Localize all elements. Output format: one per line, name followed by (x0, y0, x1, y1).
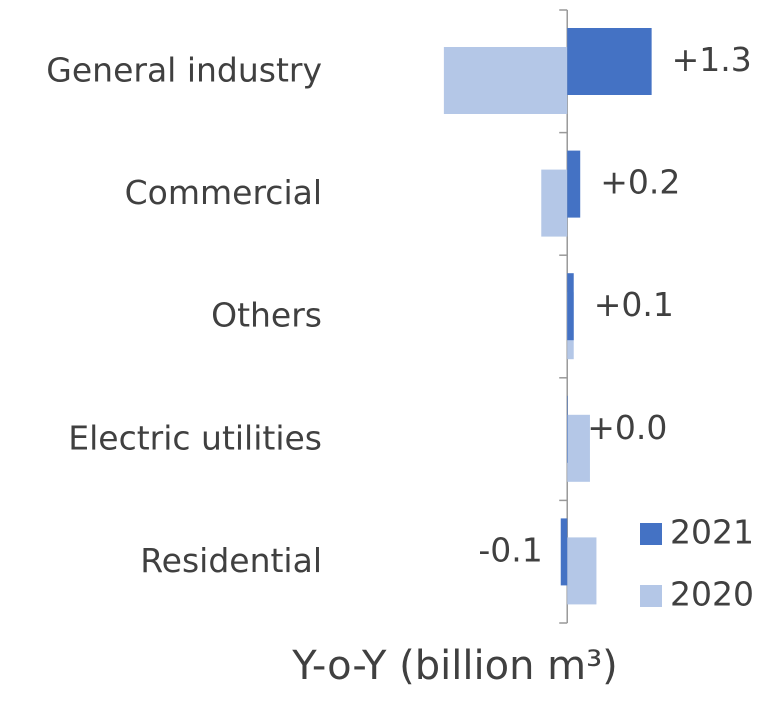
data-label: -0.1 (478, 530, 542, 569)
bar (567, 537, 597, 605)
y-tick-label: Others (211, 296, 322, 335)
y-tick-label: Commercial (125, 173, 322, 212)
legend-swatch (640, 523, 662, 545)
bar (567, 395, 568, 463)
x-axis-label: Y-o-Y (billion m³) (291, 643, 618, 689)
data-label: +0.2 (600, 163, 680, 202)
legend-label: 2020 (670, 575, 754, 614)
data-label: +0.1 (594, 285, 674, 324)
bar (567, 150, 581, 218)
bar (567, 28, 652, 95)
bar (567, 273, 574, 341)
bar (541, 169, 568, 237)
data-label: +0.0 (587, 408, 667, 447)
y-tick-label: Electric utilities (68, 418, 322, 457)
bar (567, 414, 590, 482)
y-tick-label: General industry (46, 51, 322, 90)
bar (443, 47, 568, 114)
legend-swatch (640, 585, 662, 607)
bar (560, 518, 568, 586)
legend-label: 2021 (670, 513, 754, 552)
data-label: +1.3 (672, 40, 752, 79)
y-tick-label: Residential (140, 541, 322, 580)
